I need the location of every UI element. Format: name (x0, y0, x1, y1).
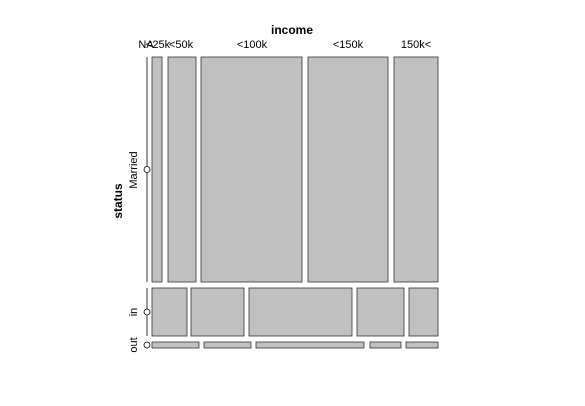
mosaic-cell-in-2 (248, 287, 353, 337)
y-tick-label-in: in (128, 308, 140, 317)
x-tick-label-lt50k: <50k (169, 39, 194, 51)
y-tick-label-out: out (128, 337, 140, 352)
mosaic-cell-married-3 (393, 56, 439, 283)
mosaic-cell-married-2 (307, 56, 389, 283)
mosaic-cells (151, 56, 439, 349)
x-axis-title: income (271, 23, 313, 37)
mosaic-cell-married-1 (200, 56, 303, 283)
x-tick-label-lt100k: <100k (237, 39, 268, 51)
mosaic-cell-out-3 (369, 341, 402, 349)
x-tick-label-gt150k: 150k< (401, 39, 431, 51)
mosaic-cell-out-2 (255, 341, 365, 349)
mosaic-cell-in-1 (190, 287, 245, 337)
x-tick-label-lt150k: <150k (333, 39, 364, 51)
y-tick-label-married: Married (128, 151, 140, 188)
y-axis-brackets (143, 57, 151, 349)
mosaic-cell-married-0 (167, 56, 197, 283)
mosaic-cell-in-3 (356, 287, 405, 337)
y-axis-title: status (111, 183, 125, 219)
x-tick-label-lt25k: <25k (146, 39, 171, 51)
mosaic-cell-na-married (151, 56, 163, 283)
y-bracket-marker-married (143, 166, 151, 173)
y-bracket-marker-in (143, 308, 151, 316)
mosaic-cell-out-4 (405, 341, 439, 349)
mosaic-cell-in-4 (408, 287, 439, 337)
mosaic-cell-out-0 (151, 341, 200, 349)
mosaic-cell-in-0 (151, 287, 188, 337)
x-tick-label-na: NA (138, 39, 154, 51)
y-bracket-marker-out (143, 341, 151, 349)
mosaic-cell-out-1 (203, 341, 252, 349)
